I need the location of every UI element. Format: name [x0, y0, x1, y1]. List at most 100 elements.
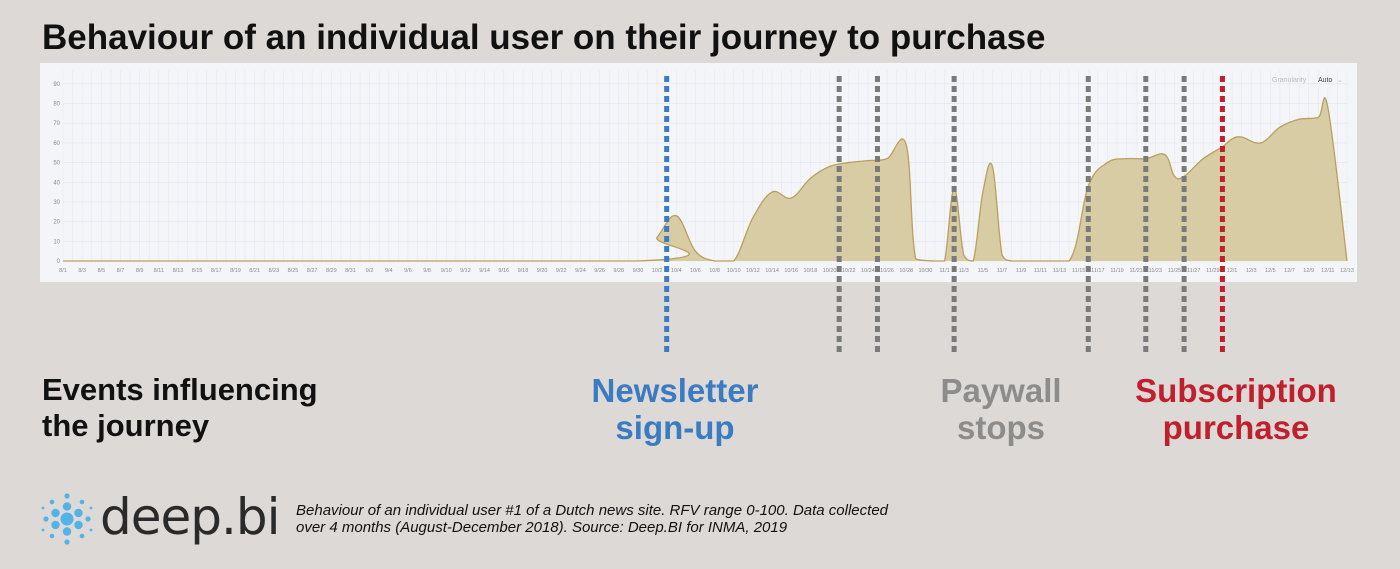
x-tick-label: 9/10 — [441, 268, 452, 274]
x-tick-label: 9/28 — [613, 268, 624, 274]
deep-bi-logo-icon — [41, 493, 93, 545]
events-heading-line-1: Events influencing — [42, 372, 318, 407]
x-tick-label: 8/1 — [59, 268, 67, 274]
x-tick-label: 8/9 — [136, 268, 144, 274]
x-tick-label: 9/8 — [423, 268, 431, 274]
x-tick-label: 11/23 — [1149, 268, 1162, 274]
x-tick-label: 10/14 — [765, 268, 779, 274]
x-tick-label: 11/17 — [1091, 268, 1104, 274]
y-tick-label: 20 — [53, 220, 60, 226]
x-tick-label: 11/1 — [939, 268, 949, 274]
x-tick-label: 11/7 — [997, 268, 1007, 274]
x-tick-label: 11/5 — [978, 268, 988, 274]
x-tick-label: 8/27 — [307, 268, 318, 274]
x-tick-label: 8/31 — [345, 268, 356, 274]
events-heading: Events influencing the journey — [42, 372, 318, 444]
event-subscription-line-1: Subscription — [1135, 372, 1337, 409]
x-tick-label: 10/2 — [652, 268, 663, 274]
event-subscription-line-2: purchase — [1162, 409, 1310, 446]
y-tick-label: 80 — [53, 102, 60, 108]
x-tick-label: 9/14 — [479, 268, 490, 274]
x-tick-label: 9/30 — [633, 268, 644, 274]
x-tick-label: 9/4 — [385, 268, 393, 274]
x-tick-label: 12/5 — [1265, 268, 1276, 274]
x-tick-label: 12/3 — [1246, 268, 1257, 274]
x-tick-label: 11/3 — [959, 268, 969, 274]
x-tick-label: 12/1 — [1227, 268, 1238, 274]
x-tick-label: 10/24 — [861, 268, 875, 274]
x-tick-label: 11/9 — [1016, 268, 1026, 274]
x-tick-label: 8/25 — [288, 268, 299, 274]
x-tick-label: 11/25 — [1168, 268, 1181, 274]
x-tick-label: 9/16 — [498, 268, 509, 274]
x-tick-label: 10/18 — [804, 268, 818, 274]
x-tick-label: 9/26 — [594, 268, 605, 274]
y-tick-label: 10 — [53, 239, 60, 245]
event-newsletter-label: Newsletter sign-up — [578, 372, 772, 446]
x-tick-label: 8/7 — [117, 268, 125, 274]
caption-line-2: over 4 months (August-December 2018). So… — [296, 519, 788, 536]
granularity-select[interactable]: Auto — [1318, 77, 1333, 84]
x-tick-label: 8/21 — [249, 268, 260, 274]
x-tick-label: 10/30 — [919, 268, 933, 274]
x-tick-label: 10/6 — [690, 268, 701, 274]
events-heading-line-2: the journey — [42, 408, 210, 443]
y-tick-label: 30 — [53, 200, 60, 206]
x-tick-label: 12/9 — [1303, 268, 1314, 274]
x-tick-label: 10/28 — [899, 268, 913, 274]
x-tick-label: 9/20 — [537, 268, 548, 274]
y-tick-label: 60 — [53, 141, 60, 147]
caption-line-1: Behaviour of an individual user #1 of a … — [296, 502, 889, 519]
x-tick-label: 8/23 — [268, 268, 279, 274]
x-tick-label: 11/27 — [1187, 268, 1200, 274]
figure-caption: Behaviour of an individual user #1 of a … — [296, 502, 888, 536]
x-tick-label: 11/19 — [1110, 268, 1123, 274]
x-tick-label: 8/11 — [154, 268, 164, 274]
x-tick-label: 9/22 — [556, 268, 567, 274]
event-newsletter-line-1: Newsletter — [591, 372, 759, 409]
x-tick-label: 11/11 — [1034, 268, 1047, 274]
x-tick-label: 12/7 — [1284, 268, 1295, 274]
x-tick-label: 11/13 — [1053, 268, 1066, 274]
x-tick-label: 9/18 — [518, 268, 529, 274]
x-tick-label: 10/8 — [709, 268, 720, 274]
x-tick-label: 11/15 — [1072, 268, 1085, 274]
x-tick-label: 8/29 — [326, 268, 337, 274]
y-tick-label: 90 — [53, 82, 60, 88]
x-tick-label: 10/22 — [842, 268, 856, 274]
event-subscription-label: Subscription purchase — [1122, 372, 1350, 446]
y-tick-label: 70 — [53, 121, 60, 127]
x-tick-label: 10/20 — [823, 268, 837, 274]
x-tick-label: 12/11 — [1321, 268, 1334, 274]
y-tick-label: 40 — [53, 180, 60, 186]
x-tick-label: 10/16 — [784, 268, 798, 274]
x-tick-label: 8/3 — [78, 268, 86, 274]
y-tick-label: 50 — [53, 161, 60, 167]
x-tick-label: 10/4 — [671, 268, 682, 274]
x-tick-label: 11/29 — [1206, 268, 1219, 274]
y-tick-label: 0 — [57, 259, 61, 265]
x-tick-label: 9/12 — [460, 268, 471, 274]
x-tick-label: 8/19 — [230, 268, 241, 274]
brand-wordmark: deep.bi — [100, 488, 281, 546]
event-paywall-line-1: Paywall — [940, 372, 1062, 409]
area-fill — [63, 97, 1347, 261]
event-newsletter-line-2: sign-up — [615, 409, 735, 446]
event-paywall-line-2: stops — [956, 409, 1045, 446]
x-tick-label: 9/24 — [575, 268, 586, 274]
page-title: Behaviour of an individual user on their… — [42, 18, 1046, 57]
x-tick-label: 8/5 — [98, 268, 106, 274]
event-paywall-label: Paywall stops — [921, 372, 1081, 446]
granularity-label: Granularity — [1272, 77, 1307, 84]
x-tick-label: 8/15 — [192, 268, 203, 274]
x-tick-label: 10/10 — [727, 268, 741, 274]
x-tick-label: 8/17 — [211, 268, 222, 274]
x-tick-label: 8/13 — [173, 268, 184, 274]
chevron-down-icon[interactable]: ⌄ — [1337, 77, 1343, 84]
x-tick-label: 11/21 — [1130, 268, 1143, 274]
x-tick-label: 10/26 — [880, 268, 894, 274]
x-tick-label: 12/13 — [1340, 268, 1354, 274]
x-tick-label: 9/6 — [404, 268, 412, 274]
x-tick-label: 9/2 — [366, 268, 374, 274]
